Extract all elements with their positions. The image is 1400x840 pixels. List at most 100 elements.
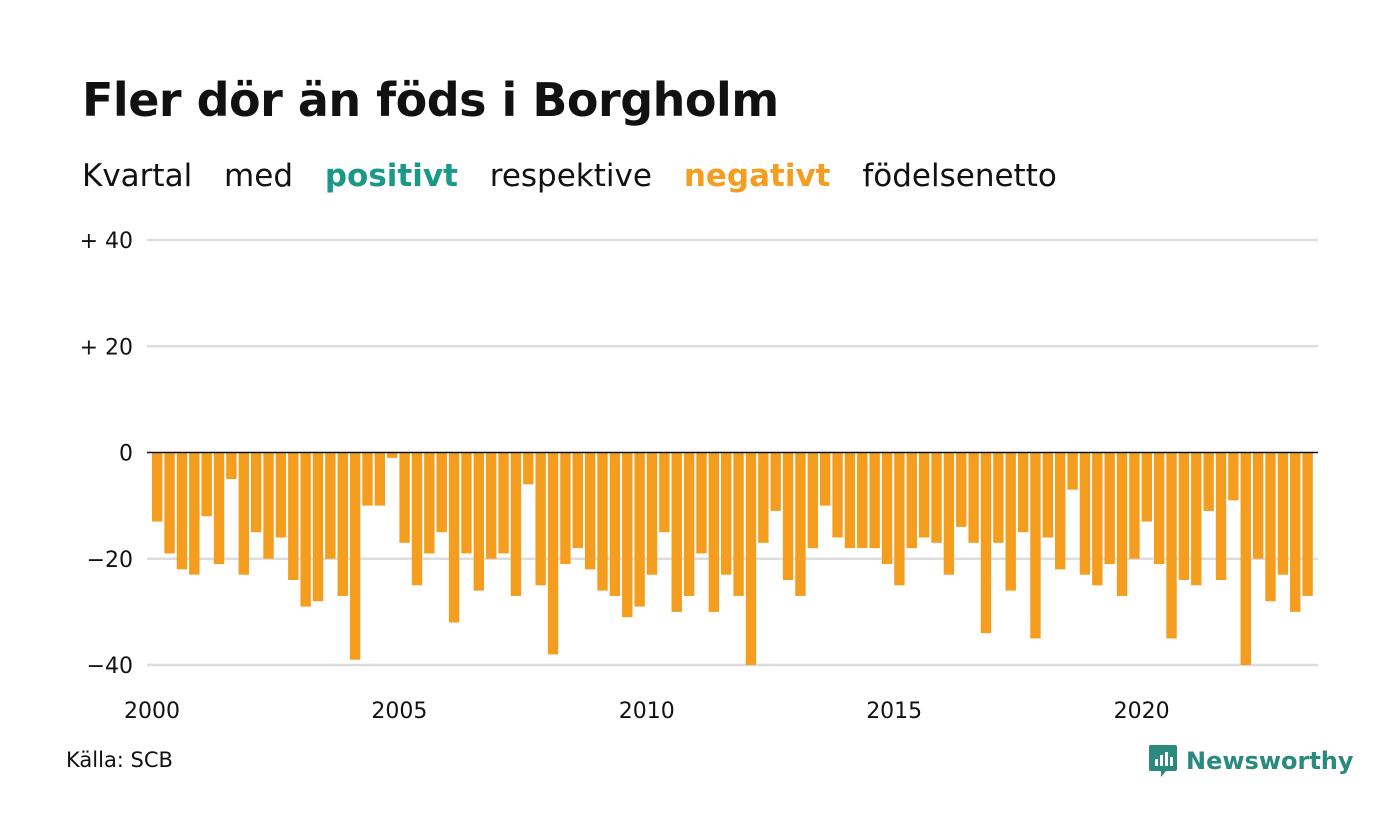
bar — [683, 452, 695, 596]
bar — [473, 452, 485, 591]
bar — [312, 452, 324, 602]
bar — [300, 452, 311, 607]
bar — [1092, 452, 1103, 586]
bar — [1116, 452, 1128, 596]
bar — [288, 452, 299, 580]
subtitle-word-med: med — [224, 158, 293, 194]
bar — [535, 452, 546, 586]
bar — [956, 452, 967, 527]
bar — [164, 452, 175, 554]
bar — [807, 452, 819, 549]
x-tick-label: 2010 — [619, 699, 675, 724]
bar — [906, 452, 917, 549]
bar — [943, 452, 955, 575]
bar — [560, 452, 571, 565]
bar — [213, 452, 225, 565]
bar — [238, 452, 249, 575]
y-tick-label: + 40 — [80, 229, 133, 254]
bar — [1030, 452, 1041, 639]
bar — [1067, 452, 1078, 490]
bar — [795, 452, 806, 596]
bar — [1302, 452, 1313, 596]
bar — [721, 452, 732, 575]
bar — [918, 452, 930, 538]
chart-subtitle: Kvartal med positivt respektive negativt… — [82, 156, 1079, 196]
bar — [894, 452, 905, 586]
chart-title: Fler dör än föds i Borgholm — [82, 73, 779, 127]
y-tick-label: −20 — [87, 548, 133, 573]
bar — [263, 452, 274, 559]
bar — [448, 452, 460, 623]
bar — [362, 452, 373, 506]
bar — [634, 452, 645, 607]
subtitle-word-kvartal: Kvartal — [82, 158, 193, 194]
y-tick-label: 0 — [119, 442, 133, 467]
bar — [436, 452, 447, 533]
bar — [745, 452, 757, 665]
bar — [646, 452, 658, 575]
bar — [1166, 452, 1177, 639]
bar — [498, 452, 509, 554]
legend-negative: negativt — [683, 158, 831, 194]
bar — [1042, 452, 1054, 538]
newsworthy-logo: Newsworthy — [1148, 744, 1354, 778]
legend-positive: positivt — [324, 158, 458, 194]
subtitle-word-respektive: respektive — [489, 158, 652, 194]
x-axis-labels: 2000 2005 2010 2015 2020 — [124, 699, 1170, 724]
bar — [399, 452, 410, 543]
bar — [881, 452, 893, 565]
bars — [152, 452, 1313, 665]
bar — [869, 452, 880, 549]
bar — [819, 452, 831, 506]
bar — [597, 452, 608, 591]
bar — [832, 452, 843, 538]
bar — [733, 452, 744, 596]
bar — [696, 452, 707, 554]
bar — [1079, 452, 1091, 575]
x-tick-label: 2020 — [1114, 699, 1170, 724]
bar — [782, 452, 794, 580]
source-note: Källa: SCB — [66, 748, 173, 772]
bar — [1203, 452, 1214, 511]
bar — [1005, 452, 1016, 591]
bar — [387, 452, 398, 458]
bar — [584, 452, 596, 570]
bar — [201, 452, 212, 517]
bar — [189, 452, 200, 575]
y-tick-label: + 20 — [80, 335, 133, 360]
bar — [844, 452, 856, 549]
bar — [1141, 452, 1152, 522]
bar — [980, 452, 992, 634]
bar — [1055, 452, 1066, 570]
bar — [671, 452, 682, 612]
bar — [622, 452, 633, 618]
bar — [708, 452, 720, 612]
bar — [968, 452, 979, 543]
bar — [1104, 452, 1115, 565]
bar — [152, 452, 163, 522]
bar — [547, 452, 559, 655]
bar — [1228, 452, 1239, 501]
bar — [1252, 452, 1264, 559]
bar — [176, 452, 188, 570]
bar — [374, 452, 386, 506]
newsworthy-logo-icon — [1149, 745, 1177, 777]
brand-name: Newsworthy — [1186, 747, 1354, 775]
bar — [659, 452, 670, 533]
bar — [993, 452, 1004, 543]
bar — [1178, 452, 1190, 580]
subtitle-word-fodelsenetto: födelsenetto — [862, 158, 1057, 194]
bar — [770, 452, 781, 511]
bar — [485, 452, 497, 559]
bar — [510, 452, 522, 596]
bar — [1277, 452, 1289, 575]
bar — [226, 452, 237, 480]
x-tick-label: 2000 — [124, 699, 180, 724]
bar — [250, 452, 262, 533]
bar — [1215, 452, 1227, 580]
bar — [424, 452, 435, 554]
y-axis-labels: + 40 + 20 0 −20 −40 — [80, 229, 133, 679]
bar — [411, 452, 423, 586]
bar — [1290, 452, 1301, 612]
